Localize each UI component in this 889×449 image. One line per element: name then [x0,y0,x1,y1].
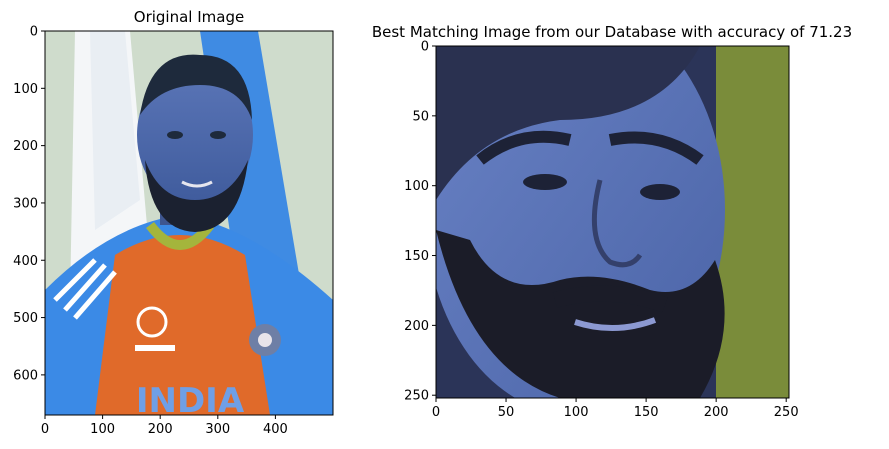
y-tick-label: 300 [13,196,38,211]
panel1-title: Original Image [134,8,244,26]
panel2-title: Best Matching Image from our Database wi… [372,23,852,41]
y-tick-label: 200 [404,319,429,334]
y-tick-label: 100 [13,82,38,97]
y-tick-label: 200 [13,139,38,154]
x-tick-label: 50 [498,405,515,420]
x-tick-label: 200 [148,422,173,437]
x-tick-label: 100 [564,405,589,420]
y-tick-label: 100 [404,179,429,194]
panel-original: Original Image INDIA [13,8,334,438]
x-tick-label: 300 [205,422,230,437]
jersey-lettering: INDIA [136,381,245,421]
y-tick-label: 0 [421,40,429,55]
y-tick-label: 50 [412,109,429,124]
panel1-frame [44,30,334,416]
x-tick-label: 0 [432,405,440,420]
y-tick-label: 400 [13,254,38,269]
panel-best-match: Best Matching Image from our Database wi… [372,23,852,421]
x-tick-label: 200 [704,405,729,420]
x-tick-label: 100 [90,422,115,437]
y-tick-label: 500 [13,311,38,326]
original-photo: INDIA [45,31,333,421]
y-tick-label: 0 [30,25,38,40]
x-tick-label: 400 [263,422,288,437]
x-tick-label: 150 [634,405,659,420]
y-tick-label: 250 [404,389,429,404]
y-tick-label: 150 [404,249,429,264]
best-match-photo [436,46,789,398]
panel1-axes: 0 100 200 300 400 0 100 200 300 400 500 600 [13,25,288,438]
x-tick-label: 250 [774,405,799,420]
x-tick-label: 0 [41,422,49,437]
panel2-frame [435,45,790,399]
y-tick-label: 600 [13,368,38,383]
